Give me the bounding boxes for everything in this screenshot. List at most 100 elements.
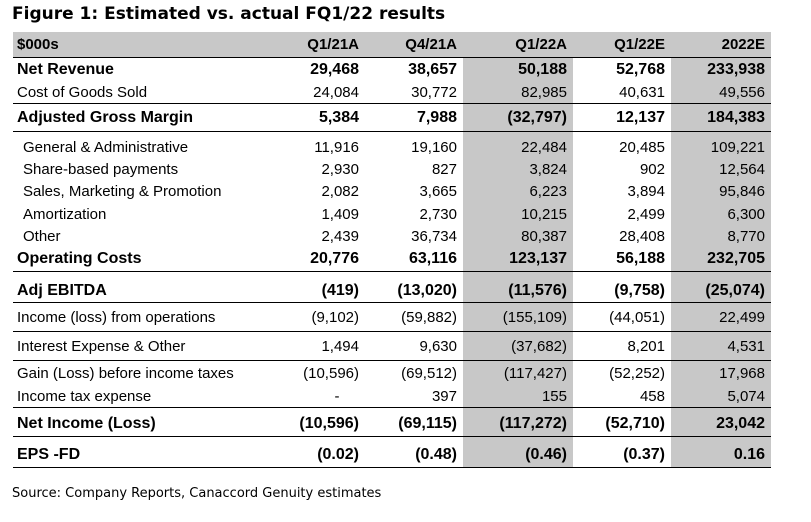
results-table: $000s Q1/21A Q4/21A Q1/22A Q1/22E 2022E … xyxy=(13,32,771,468)
figure-title: Figure 1: Estimated vs. actual FQ1/22 re… xyxy=(12,4,446,24)
cell: 3,894 xyxy=(627,183,665,200)
cell: 4,531 xyxy=(671,332,771,360)
cell: (0.37) xyxy=(623,446,665,463)
cell: 50,188 xyxy=(463,58,573,82)
cell: 12,564 xyxy=(671,158,771,180)
cell: (13,020) xyxy=(397,281,457,299)
table-row: Net Revenue 29,468 38,657 50,188 52,768 … xyxy=(13,58,771,82)
table-row: General & Administrative 11,916 19,160 2… xyxy=(13,136,771,158)
cell: (69,512) xyxy=(401,365,457,382)
table-row: Other 2,439 36,734 80,387 28,408 8,770 xyxy=(13,225,771,247)
row-label: Sales, Marketing & Promotion xyxy=(23,183,222,200)
cell: (9,102) xyxy=(311,308,359,326)
cell: 82,985 xyxy=(463,82,573,103)
cell: 19,160 xyxy=(411,138,457,156)
row-label: EPS -FD xyxy=(17,446,81,463)
col-header-q1-21a: Q1/21A xyxy=(307,36,359,53)
col-header-q1-22a: Q1/22A xyxy=(515,36,567,53)
cell: 8,201 xyxy=(627,337,665,355)
cell: (419) xyxy=(321,281,359,299)
cell: 52,768 xyxy=(616,61,665,78)
row-spacer xyxy=(13,272,771,279)
row-label: Income tax expense xyxy=(17,388,152,405)
cell xyxy=(463,272,573,279)
cell: (0.02) xyxy=(317,446,359,463)
cell: (69,115) xyxy=(398,415,457,432)
cell: 3,824 xyxy=(463,158,573,180)
col-header-2022e: 2022E xyxy=(721,36,765,53)
cell: 22,499 xyxy=(671,303,771,331)
cell: 12,137 xyxy=(616,108,665,126)
cell: (32,797) xyxy=(463,104,573,131)
row-label: Net Revenue xyxy=(17,61,114,78)
cell xyxy=(671,437,771,443)
cell: 49,556 xyxy=(671,82,771,103)
cell: 0.16 xyxy=(671,443,771,467)
row-spacer xyxy=(13,408,771,412)
table-row: Amortization 1,409 2,730 10,215 2,499 6,… xyxy=(13,203,771,225)
cell: (10,596) xyxy=(299,415,359,432)
cell: - xyxy=(334,388,340,405)
cell: 2,930 xyxy=(321,160,359,178)
header-label: $000s xyxy=(17,36,59,53)
cell: 5,384 xyxy=(318,108,359,126)
table-row: Interest Expense & Other 1,494 9,630 (37… xyxy=(13,332,771,361)
table-row: Adj EBITDA (419) (13,020) (11,576) (9,75… xyxy=(13,279,771,303)
cell: 29,468 xyxy=(310,61,359,78)
cell: 8,770 xyxy=(671,225,771,247)
cell: 36,734 xyxy=(411,227,457,245)
row-label: Interest Expense & Other xyxy=(17,337,186,355)
table-row: Operating Costs 20,776 63,116 123,137 56… xyxy=(13,247,771,272)
cell: 24,084 xyxy=(313,84,359,101)
row-label: Cost of Goods Sold xyxy=(17,84,148,101)
cell: (11,576) xyxy=(463,279,573,302)
row-spacer xyxy=(13,132,771,136)
cell: 22,484 xyxy=(463,136,573,158)
row-label: General & Administrative xyxy=(23,138,189,156)
table-row: Cost of Goods Sold 24,084 30,772 82,985 … xyxy=(13,82,771,104)
cell: 232,705 xyxy=(671,247,771,271)
cell: 2,730 xyxy=(419,205,457,223)
row-label: Share-based payments xyxy=(23,160,179,178)
cell: 10,215 xyxy=(463,203,573,225)
table-header-row: $000s Q1/21A Q4/21A Q1/22A Q1/22E 2022E xyxy=(13,32,771,58)
row-label: Operating Costs xyxy=(17,250,142,267)
table-row: Net Income (Loss) (10,596) (69,115) (117… xyxy=(13,412,771,437)
cell: 9,630 xyxy=(419,337,457,355)
cell xyxy=(463,408,573,412)
cell: (117,427) xyxy=(463,361,573,386)
cell: (0.48) xyxy=(415,446,457,463)
cell: 11,916 xyxy=(314,138,359,156)
cell: 827 xyxy=(431,160,457,178)
col-header-q1-22e: Q1/22E xyxy=(614,36,665,53)
cell: (10,596) xyxy=(303,365,359,382)
cell: 109,221 xyxy=(671,136,771,158)
cell: (0.46) xyxy=(463,443,573,467)
table-row: Sales, Marketing & Promotion 2,082 3,665… xyxy=(13,180,771,203)
table-row: Share-based payments 2,930 827 3,824 902… xyxy=(13,158,771,180)
cell: 5,074 xyxy=(671,386,771,407)
cell: 40,631 xyxy=(619,84,665,101)
cell: 63,116 xyxy=(408,250,457,267)
cell: (117,272) xyxy=(463,412,573,436)
cell: 397 xyxy=(431,388,457,405)
table-row: Gain (Loss) before income taxes (10,596)… xyxy=(13,361,771,386)
cell: 95,846 xyxy=(671,180,771,203)
cell xyxy=(671,272,771,279)
cell: 1,409 xyxy=(321,205,359,223)
table-row: Income (loss) from operations (9,102) (5… xyxy=(13,303,771,332)
row-label: Other xyxy=(23,227,61,245)
cell: 80,387 xyxy=(463,225,573,247)
cell: 2,082 xyxy=(321,183,359,200)
cell: 184,383 xyxy=(671,104,771,131)
cell xyxy=(671,408,771,412)
cell: 155 xyxy=(463,386,573,407)
cell: 233,938 xyxy=(671,58,771,82)
cell: 30,772 xyxy=(411,84,457,101)
cell: 56,188 xyxy=(616,250,665,267)
table-row: Adjusted Gross Margin 5,384 7,988 (32,79… xyxy=(13,104,771,132)
cell: (52,252) xyxy=(609,365,665,382)
row-label: Income (loss) from operations xyxy=(17,308,216,326)
table-row: Income tax expense - 397 155 458 5,074 xyxy=(13,386,771,408)
cell: 3,665 xyxy=(419,183,457,200)
